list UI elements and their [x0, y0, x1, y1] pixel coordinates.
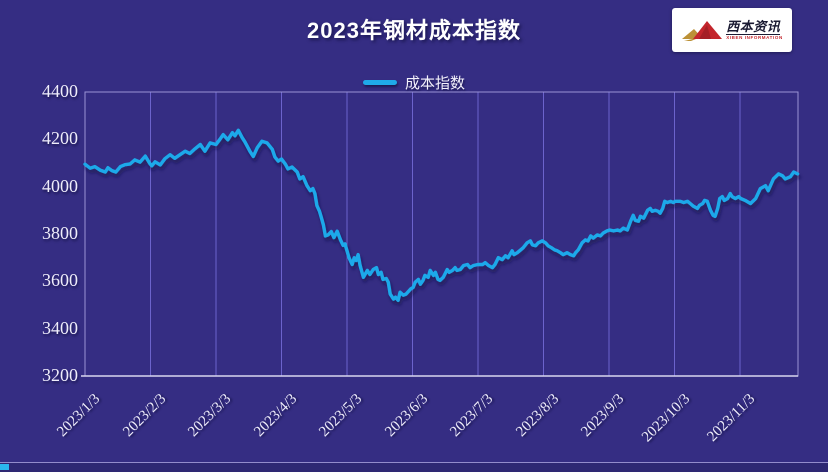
brand-name: 西本资讯 — [726, 18, 781, 35]
brand-logo: 西本资讯 XIBEN INFORMATION — [672, 8, 792, 52]
y-tick-label: 4000 — [42, 175, 78, 196]
legend: 成本指数 — [362, 72, 466, 93]
y-tick-label: 3600 — [42, 270, 78, 291]
plot-border — [84, 91, 799, 377]
y-tick-label: 4200 — [42, 128, 78, 149]
bottom-left-marker — [0, 464, 9, 470]
brand-text-block: 西本资讯 XIBEN INFORMATION — [726, 20, 783, 41]
brand-subtitle: XIBEN INFORMATION — [726, 34, 783, 40]
y-tick-label: 3400 — [42, 317, 78, 338]
y-tick-label: 4400 — [42, 81, 78, 101]
chart-title: 2023年钢材成本指数 — [307, 18, 521, 43]
bottom-edge-strip — [0, 462, 828, 472]
cost-index-line — [83, 128, 800, 302]
legend-label: 成本指数 — [404, 75, 466, 92]
y-tick-label: 3200 — [42, 365, 78, 385]
mountain-logo-icon — [682, 21, 723, 41]
legend-line-swatch — [362, 80, 397, 85]
y-tick-label: 3800 — [42, 223, 78, 243]
